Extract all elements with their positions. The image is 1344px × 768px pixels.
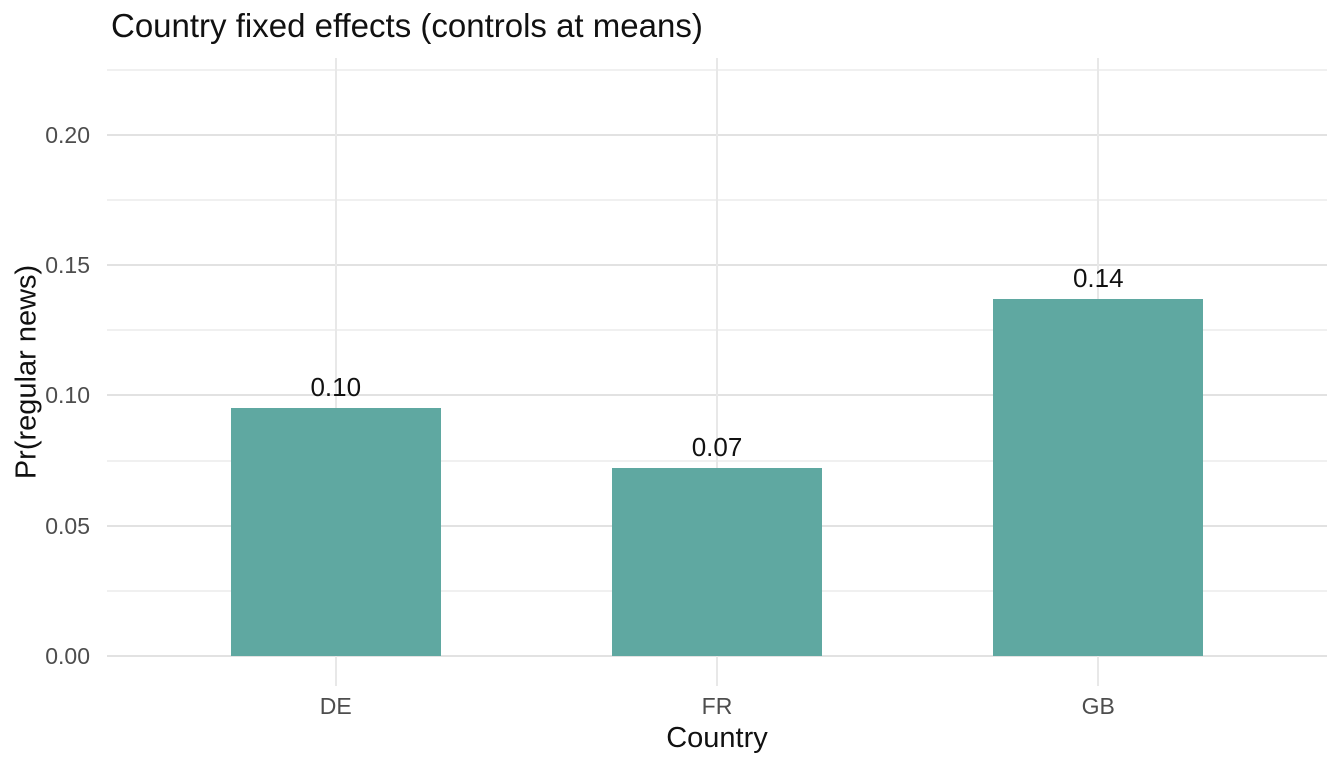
x-tick-label: GB <box>1081 693 1115 719</box>
plot-title: Country fixed effects (controls at means… <box>111 7 703 44</box>
bar-value-label: 0.14 <box>1072 263 1124 294</box>
y-axis-title: Pr(regular news) <box>10 264 43 480</box>
y-tick-label: 0.15 <box>45 252 90 279</box>
vertical-gridline <box>334 58 337 686</box>
bar-GB <box>993 299 1204 657</box>
bar-value-label: 0.10 <box>310 372 362 403</box>
bar-FR <box>612 468 822 657</box>
x-tick-label: DE <box>319 693 352 719</box>
bar-value-label: 0.07 <box>691 432 743 463</box>
bar-DE <box>230 408 441 657</box>
y-tick-label: 0.05 <box>45 512 90 539</box>
vertical-gridline <box>716 58 718 686</box>
y-tick-label: 0.20 <box>45 121 90 148</box>
y-tick-label: 0.00 <box>45 643 90 670</box>
x-tick-label: FR <box>701 693 733 719</box>
y-tick-label: 0.10 <box>45 382 90 409</box>
x-axis-title: Country <box>666 722 768 754</box>
